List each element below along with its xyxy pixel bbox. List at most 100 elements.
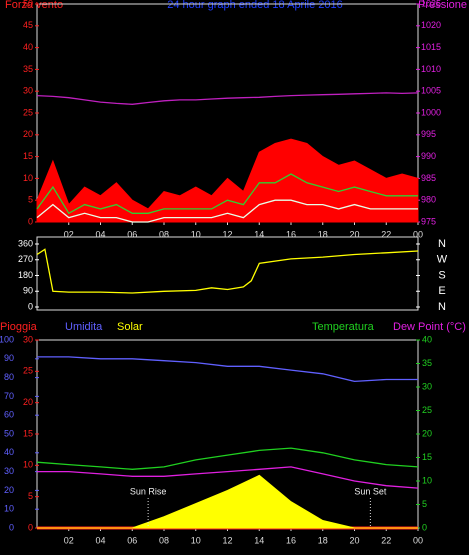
x-tick-label: 12 [222,535,232,545]
x-tick-label: 04 [95,229,105,239]
y2-tick-label: 975 [421,216,436,226]
x-tick-label: 08 [159,535,169,545]
y-tick-label: 40 [23,42,33,52]
chart-title: 24 hour graph ended 18 Aprile 2016 [167,0,343,11]
x-tick-label: 10 [191,535,201,545]
x-tick-label: 00 [413,229,423,239]
series-area [36,138,419,223]
x-tick-label: 20 [349,535,359,545]
legend-entry: Pioggia [0,321,38,333]
x-tick-label: 10 [191,229,201,239]
y2-tick-label: 1005 [421,86,441,96]
y-tick-label: 10 [4,504,14,514]
y2-tick-label: 30 [422,381,432,391]
y2-tick-label: N [438,238,446,250]
y3-tick-label: 10 [23,460,33,470]
y-tick-label: 0 [9,522,14,532]
y2-tick-label: 1010 [421,64,441,74]
x-tick-label: 02 [64,535,74,545]
plot-frame [36,236,419,311]
y-tick-label: 60 [4,410,14,420]
y-tick-label: 50 [23,0,33,8]
y2-tick-label: 0 [422,522,427,532]
y-tick-label: 360 [18,238,33,248]
legend-entry: Temperatura [312,321,375,333]
y3-tick-label: 5 [28,491,33,501]
y2-tick-label: W [437,254,448,266]
y-tick-label: 90 [23,286,33,296]
y-tick-label: 45 [23,20,33,30]
y-tick-label: 180 [18,270,33,280]
y-tick-label: 35 [23,64,33,74]
y-tick-label: 40 [4,447,14,457]
y2-tick-label: 5 [422,499,427,509]
y-tick-label: 0 [28,216,33,226]
x-tick-label: 14 [254,535,264,545]
y2-tick-label: 985 [421,173,436,183]
y-tick-label: 10 [23,173,33,183]
y-tick-label: 50 [4,428,14,438]
y-tick-label: 20 [4,485,14,495]
x-tick-label: 02 [64,229,74,239]
y2-tick-label: 20 [422,428,432,438]
y2-tick-label: 1025 [421,0,441,8]
y-tick-label: 20 [23,129,33,139]
y-tick-label: 70 [4,391,14,401]
x-tick-label: 16 [286,229,296,239]
y-axis-label: Forza vento [5,0,63,11]
y2-tick-label: 995 [421,129,436,139]
y-tick-label: 0 [28,301,33,311]
annotation-text: Sun Rise [130,486,167,496]
y2-tick-label: 25 [422,405,432,415]
y-tick-label: 25 [23,107,33,117]
x-tick-label: 18 [318,229,328,239]
y-tick-label: 270 [18,254,33,264]
y-tick-label: 15 [23,151,33,161]
y2-axis-label: Pressione [418,0,467,11]
y-tick-label: 5 [28,195,33,205]
y-tick-label: 90 [4,353,14,363]
series-line [36,92,419,105]
x-tick-label: 00 [413,535,423,545]
series-line [36,199,418,223]
y2-tick-label: 980 [421,195,436,205]
series-area [37,474,418,529]
x-tick-label: 20 [349,229,359,239]
y2-tick-label: E [438,285,445,297]
y3-tick-label: 20 [23,397,33,407]
y2-tick-label: 990 [421,151,436,161]
x-tick-label: 22 [381,535,391,545]
x-tick-label: 16 [286,535,296,545]
annotation-text: Sun Set [354,486,387,496]
y-tick-label: 80 [4,372,14,382]
y2-tick-label: 1015 [421,42,441,52]
y2-tick-label: 15 [422,452,432,462]
series-line [37,356,418,383]
y3-tick-label: 15 [23,428,33,438]
y2-tick-label: S [438,269,445,281]
x-tick-label: 12 [222,229,232,239]
legend-entry: Dew Point (°C) [393,321,466,333]
series-line [36,447,419,470]
y3-tick-label: 0 [28,522,33,532]
x-tick-label: 06 [127,535,137,545]
y-tick-label: 100 [0,334,14,344]
y2-tick-label: 40 [422,334,432,344]
y2-tick-label: N [438,301,446,313]
x-tick-label: 14 [254,229,264,239]
x-tick-label: 18 [318,535,328,545]
legend-entry: Umidita [65,321,103,333]
series-line [36,248,419,294]
x-tick-label: 08 [159,229,169,239]
y-tick-label: 30 [4,466,14,476]
legend-entry: Solar [117,321,143,333]
x-tick-label: 06 [127,229,137,239]
y2-tick-label: 10 [422,475,432,485]
y2-tick-label: 35 [422,358,432,368]
series-line [37,466,419,489]
series-line [36,173,418,215]
y2-tick-label: 1000 [421,107,441,117]
y2-tick-label: 1020 [421,20,441,30]
x-tick-label: 04 [95,535,105,545]
